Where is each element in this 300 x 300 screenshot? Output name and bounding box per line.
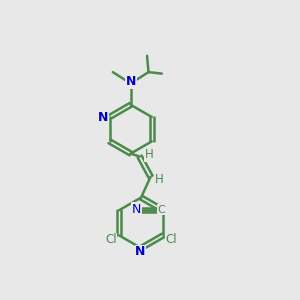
Text: N: N bbox=[135, 245, 146, 258]
Text: N: N bbox=[126, 75, 136, 88]
Text: N: N bbox=[132, 203, 141, 216]
Text: C: C bbox=[157, 205, 165, 214]
Text: H: H bbox=[155, 172, 164, 186]
Text: N: N bbox=[98, 110, 108, 124]
Text: H: H bbox=[145, 148, 154, 161]
Text: Cl: Cl bbox=[166, 233, 177, 246]
Text: Cl: Cl bbox=[105, 233, 117, 246]
